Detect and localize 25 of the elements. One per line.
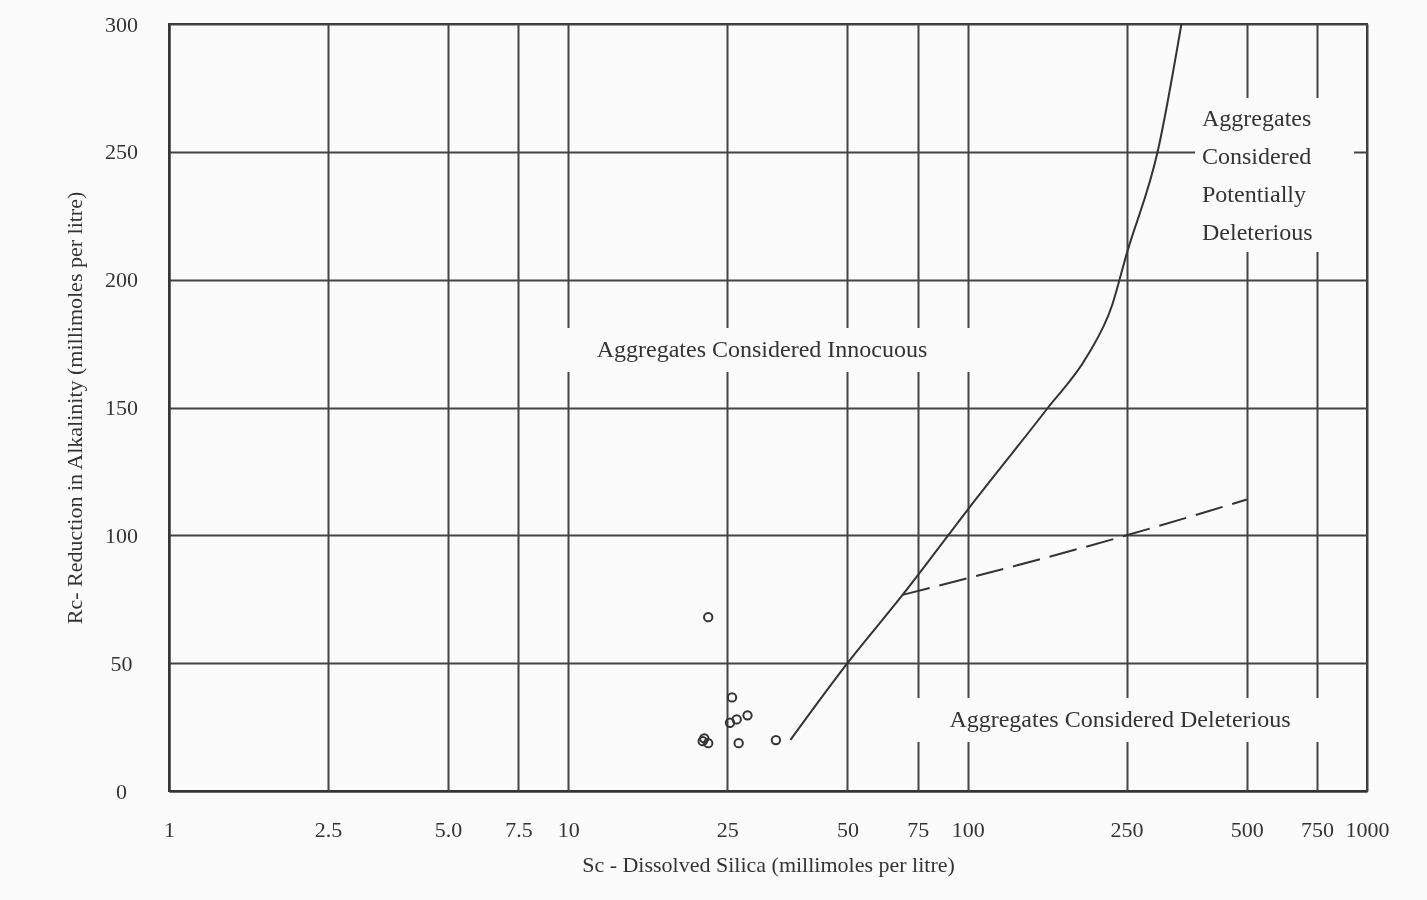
- x-tick-label: 250: [1110, 816, 1144, 842]
- x-axis-title: Sc - Dissolved Silica (millimoles per litre): [582, 851, 955, 877]
- x-tick-label: 100: [951, 816, 985, 842]
- x-tick-label: 5.0: [434, 816, 463, 842]
- y-axis-title: Rc- Reduction in Alkalinity (millimoles per litre): [62, 191, 87, 625]
- annotation: Aggregates Considered Potentially Deleterious: [1202, 105, 1313, 245]
- x-tick-label: 50: [836, 816, 859, 842]
- x-tick-label: 500: [1230, 816, 1264, 842]
- x-tick-label: 750: [1301, 816, 1335, 842]
- x-tick-label: 7.5: [505, 816, 533, 842]
- y-tick-label: 100: [105, 522, 138, 548]
- y-tick-label: 200: [105, 267, 138, 293]
- y-tick-label: 50: [110, 650, 133, 676]
- x-tick-label: 25: [716, 816, 739, 842]
- x-tick-label: 2.5: [314, 816, 343, 842]
- y-tick-label: 300: [105, 11, 138, 37]
- x-tick-label: 10: [557, 816, 580, 842]
- x-tick-label: 1: [164, 816, 175, 842]
- annotation: Aggregates Considered Innocuous: [596, 336, 928, 362]
- y-tick-label: 250: [105, 139, 138, 165]
- x-tick-label: 75: [907, 816, 930, 842]
- y-tick-label: 150: [105, 395, 138, 420]
- annotation: Aggregates Considered Deleterious: [949, 706, 1291, 732]
- y-tick-label: 0: [116, 778, 127, 804]
- x-tick-label: 1000: [1345, 816, 1390, 842]
